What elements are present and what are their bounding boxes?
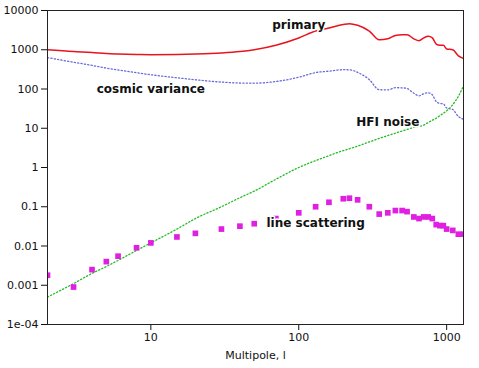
svg-text:1000: 1000 <box>433 331 461 344</box>
svg-text:0.01: 0.01 <box>14 240 39 253</box>
svg-text:1000: 1000 <box>11 43 39 56</box>
svg-text:10: 10 <box>144 331 158 344</box>
svg-text:10000: 10000 <box>4 4 39 17</box>
svg-text:100: 100 <box>18 83 39 96</box>
svg-text:Multipole, l: Multipole, l <box>225 349 285 362</box>
svg-text:1: 1 <box>32 161 39 174</box>
svg-text:0.001: 0.001 <box>7 279 39 292</box>
svg-text:cosmic variance: cosmic variance <box>97 82 205 96</box>
svg-text:1e-04: 1e-04 <box>7 318 39 331</box>
svg-text:100: 100 <box>288 331 309 344</box>
svg-text:primary: primary <box>272 18 325 32</box>
svg-text:0.1: 0.1 <box>21 200 39 213</box>
svg-text:line scattering: line scattering <box>267 216 365 230</box>
svg-text:HFI noise: HFI noise <box>356 115 419 129</box>
svg-text:10: 10 <box>25 122 39 135</box>
